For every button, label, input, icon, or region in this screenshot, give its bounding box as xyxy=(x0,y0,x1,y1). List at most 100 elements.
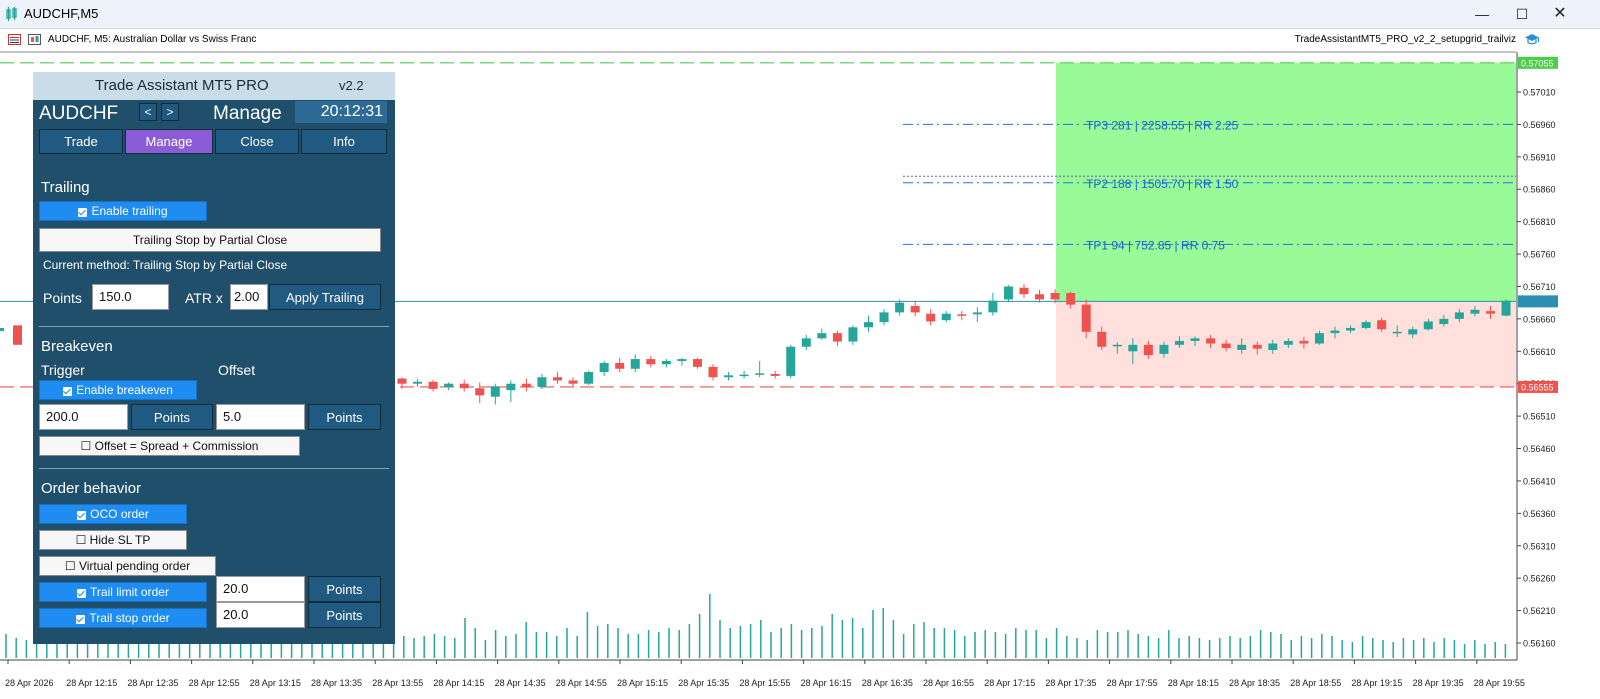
candle-body xyxy=(1019,287,1029,295)
candle-body xyxy=(1252,344,1262,349)
price-tick-label: 0.56310 xyxy=(1523,541,1556,551)
price-axis-badge xyxy=(1518,380,1558,393)
candle-body xyxy=(1439,318,1449,325)
candle-body xyxy=(770,373,780,376)
oco-order-toggle[interactable]: OCO order xyxy=(39,504,187,524)
candle-body xyxy=(755,373,765,375)
minimize-button[interactable]: — xyxy=(1475,6,1489,22)
tp-level-label: TP1 94 | 752.85 | RR 0.75 xyxy=(1086,238,1225,252)
candle-body xyxy=(677,359,687,362)
time-tick-label: 28 Apr 18:15 xyxy=(1168,678,1219,688)
current-method-label: Current method: Trailing Stop by Partial… xyxy=(43,258,288,272)
symbol-menu-icon[interactable] xyxy=(28,34,41,45)
close-button[interactable]: ✕ xyxy=(1553,5,1567,22)
time-tick-label: 28 Apr 15:35 xyxy=(678,678,729,688)
candle-body xyxy=(1361,322,1371,328)
candle-body xyxy=(661,361,671,365)
trail-stop-input[interactable]: 20.0 xyxy=(216,602,305,628)
section-divider xyxy=(39,468,389,469)
trigger-unit-button[interactable]: Points xyxy=(131,404,213,430)
price-axis-badge xyxy=(1518,56,1558,69)
trailing-points-input[interactable]: 150.0 xyxy=(92,284,169,310)
atr-multiplier-input[interactable]: 2.00 xyxy=(230,284,268,310)
breakeven-trigger-input[interactable]: 200.0 xyxy=(39,404,128,430)
breakeven-offset-input[interactable]: 5.0 xyxy=(216,404,305,430)
prev-symbol-button[interactable]: < xyxy=(139,103,157,121)
trail-stop-order-toggle[interactable]: Trail stop order xyxy=(39,608,207,628)
price-tick-label: 0.56910 xyxy=(1523,152,1556,162)
panel-title-bar[interactable]: Trade Assistant MT5 PRO v2.2 xyxy=(33,72,395,100)
chart-menu-icon[interactable] xyxy=(8,34,21,45)
candle-body xyxy=(1190,338,1200,341)
apply-trailing-button[interactable]: Apply Trailing xyxy=(269,284,381,310)
candle-body xyxy=(988,300,998,313)
trail-limit-order-label: Trail limit order xyxy=(90,585,169,599)
offset-spread-commission-toggle[interactable]: ☐ Offset = Spread + Commission xyxy=(39,436,300,456)
maximize-button[interactable]: ☐ xyxy=(1515,6,1529,22)
tab-info[interactable]: Info xyxy=(301,129,387,154)
trail-stop-order-label: Trail stop order xyxy=(89,611,170,625)
candle-body xyxy=(1299,340,1309,344)
trail-limit-unit-button[interactable]: Points xyxy=(308,576,381,602)
hide-sltp-toggle[interactable]: ☐ Hide SL TP xyxy=(39,530,187,550)
candle-body xyxy=(1221,343,1231,349)
price-axis-badge-label: 0.57055 xyxy=(1521,58,1554,68)
candle-body xyxy=(1143,344,1153,356)
candle-body xyxy=(1330,330,1340,334)
enable-trailing-label: Enable trailing xyxy=(91,204,168,218)
candle-body xyxy=(1314,333,1324,344)
candle-body xyxy=(1159,344,1169,354)
trail-limit-order-toggle[interactable]: Trail limit order xyxy=(39,582,207,602)
candle-body xyxy=(1268,343,1278,350)
candle-body xyxy=(864,322,873,328)
candle-body xyxy=(630,359,640,369)
candle-body xyxy=(895,302,905,313)
candle-body xyxy=(1050,292,1060,300)
candle-body xyxy=(1066,292,1076,305)
candle-body xyxy=(801,338,811,347)
next-symbol-button[interactable]: > xyxy=(161,103,179,121)
time-tick-label: 28 Apr 19:55 xyxy=(1474,678,1525,688)
panel-title: Trade Assistant MT5 PRO xyxy=(95,77,269,94)
candle-body xyxy=(428,381,438,389)
candle-body xyxy=(972,312,982,315)
virtual-pending-order-toggle[interactable]: ☐ Virtual pending order xyxy=(39,556,216,576)
candle-body xyxy=(413,381,423,384)
price-tick-label: 0.56610 xyxy=(1523,347,1556,357)
checkbox-checked-icon xyxy=(77,588,87,598)
candle-body xyxy=(1423,321,1433,330)
time-tick-label: 28 Apr 13:35 xyxy=(311,678,362,688)
offset-unit-button[interactable]: Points xyxy=(308,404,381,430)
tab-manage[interactable]: Manage xyxy=(125,129,213,154)
candle-body xyxy=(1097,331,1107,347)
tab-trade[interactable]: Trade xyxy=(39,129,123,154)
time-tick-label: 28 Apr 15:55 xyxy=(739,678,790,688)
graduation-cap-icon xyxy=(1525,34,1540,45)
candle-body xyxy=(1175,340,1184,345)
checkbox-checked-icon xyxy=(78,207,88,217)
candle-body xyxy=(879,312,889,323)
price-tick-label: 0.56160 xyxy=(1523,639,1556,649)
trail-stop-unit-button[interactable]: Points xyxy=(308,602,381,628)
chart-symbol-description: AUDCHF, M5: Australian Dollar vs Swiss F… xyxy=(48,34,257,45)
oco-order-label: OCO order xyxy=(90,507,149,521)
enable-breakeven-toggle[interactable]: Enable breakeven xyxy=(39,380,197,400)
panel-version: v2.2 xyxy=(339,78,364,93)
enable-trailing-toggle[interactable]: Enable trailing xyxy=(39,201,207,221)
points-label: Points xyxy=(43,290,82,306)
candle-body xyxy=(615,362,625,369)
price-tick-label: 0.56710 xyxy=(1523,282,1556,292)
candle-body xyxy=(459,383,469,389)
trail-limit-input[interactable]: 20.0 xyxy=(216,576,305,602)
candle-body xyxy=(957,314,967,316)
tab-close[interactable]: Close xyxy=(215,129,299,154)
candle-body xyxy=(848,327,858,342)
candle-body xyxy=(1283,340,1293,345)
time-tick-label: 28 Apr 18:55 xyxy=(1290,678,1341,688)
candle-body xyxy=(926,313,936,322)
trailing-method-button[interactable]: Trailing Stop by Partial Close xyxy=(39,228,381,252)
candle-body xyxy=(1377,320,1387,330)
candle-body xyxy=(1237,344,1247,350)
candle-body xyxy=(910,305,920,313)
price-tick-label: 0.56660 xyxy=(1523,314,1556,324)
